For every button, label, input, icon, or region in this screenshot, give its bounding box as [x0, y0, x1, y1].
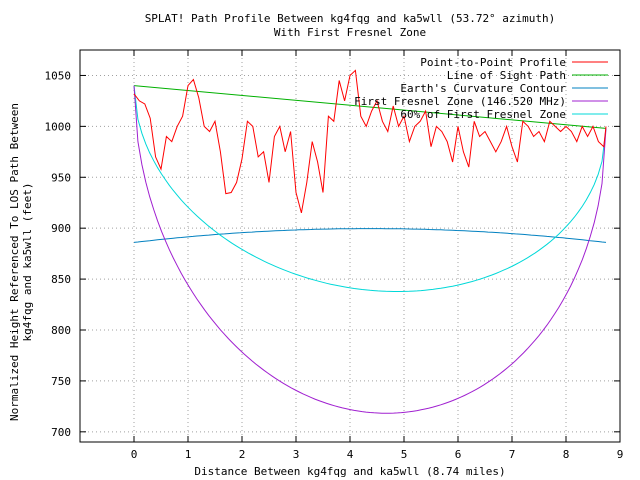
x-tick-label: 0 — [131, 448, 138, 461]
y-tick-label: 700 — [51, 426, 71, 439]
y-tick-label: 800 — [51, 324, 71, 337]
legend-label: Line of Sight Path — [447, 69, 566, 82]
y-axis-label-line2: kg4fqg and ka5wll (feet) — [21, 183, 34, 342]
legend-label: 60% of First Fresnel Zone — [400, 108, 566, 121]
x-tick-label: 1 — [185, 448, 192, 461]
legend-label: Earth's Curvature Contour — [400, 82, 566, 95]
series-line — [133, 69, 607, 214]
x-tick-label: 8 — [563, 448, 570, 461]
x-tick-label: 5 — [401, 448, 408, 461]
legend-label: First Fresnel Zone (146.520 MHz) — [354, 95, 566, 108]
series-line — [133, 85, 607, 292]
chart-title: SPLAT! Path Profile Between kg4fqg and k… — [145, 12, 556, 25]
series-line — [133, 85, 607, 129]
y-tick-label: 750 — [51, 375, 71, 388]
ticks-layer: 0 1 2 3 4 5 6 7 8 9 700 750 800 850 900 950 1000 1050 — [45, 50, 624, 461]
x-tick-label: 3 — [293, 448, 300, 461]
x-tick-label: 2 — [239, 448, 246, 461]
legend-label: Point-to-Point Profile — [420, 56, 566, 69]
series-line — [133, 228, 607, 243]
y-tick-label: 850 — [51, 273, 71, 286]
series-line — [133, 85, 607, 414]
y-tick-label: 1050 — [45, 69, 72, 82]
y-tick-label: 900 — [51, 222, 71, 235]
x-tick-label: 4 — [347, 448, 354, 461]
chart-subtitle: With First Fresnel Zone — [274, 26, 426, 39]
x-tick-label: 6 — [455, 448, 462, 461]
x-axis-label: Distance Between kg4fqg and ka5wll (8.74… — [194, 465, 505, 478]
y-axis-label-line1: Normalized Height Referenced To LOS Path… — [8, 103, 21, 421]
x-tick-label: 7 — [509, 448, 516, 461]
plot-frame — [79, 49, 621, 443]
x-tick-label: 9 — [617, 448, 624, 461]
series-layer — [133, 69, 607, 414]
y-tick-label: 950 — [51, 171, 71, 184]
y-tick-label: 1000 — [45, 120, 72, 133]
